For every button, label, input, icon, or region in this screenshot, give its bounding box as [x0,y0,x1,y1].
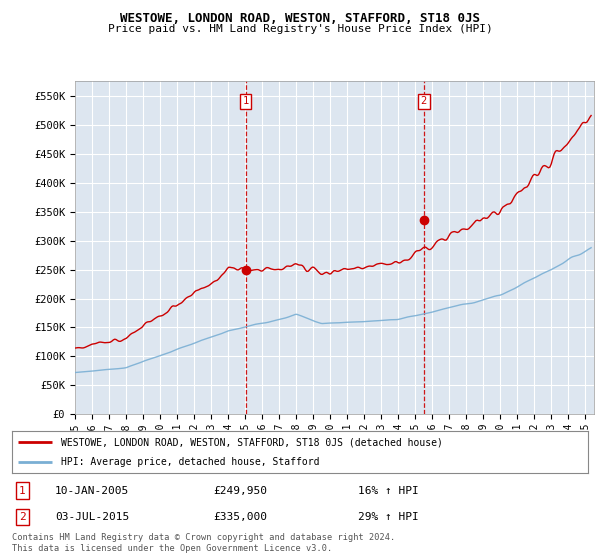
Text: 1: 1 [242,96,249,106]
Text: 2: 2 [421,96,427,106]
Text: £335,000: £335,000 [214,512,268,522]
Text: WESTOWE, LONDON ROAD, WESTON, STAFFORD, ST18 0JS (detached house): WESTOWE, LONDON ROAD, WESTON, STAFFORD, … [61,437,443,447]
Text: 29% ↑ HPI: 29% ↑ HPI [358,512,418,522]
Text: £249,950: £249,950 [214,486,268,496]
Text: 03-JUL-2015: 03-JUL-2015 [55,512,130,522]
Text: WESTOWE, LONDON ROAD, WESTON, STAFFORD, ST18 0JS: WESTOWE, LONDON ROAD, WESTON, STAFFORD, … [120,12,480,25]
Text: Contains HM Land Registry data © Crown copyright and database right 2024.
This d: Contains HM Land Registry data © Crown c… [12,533,395,553]
Text: Price paid vs. HM Land Registry's House Price Index (HPI): Price paid vs. HM Land Registry's House … [107,24,493,34]
Text: 10-JAN-2005: 10-JAN-2005 [55,486,130,496]
Text: HPI: Average price, detached house, Stafford: HPI: Average price, detached house, Staf… [61,458,319,467]
Text: 16% ↑ HPI: 16% ↑ HPI [358,486,418,496]
Text: 2: 2 [19,512,26,522]
Text: 1: 1 [19,486,26,496]
